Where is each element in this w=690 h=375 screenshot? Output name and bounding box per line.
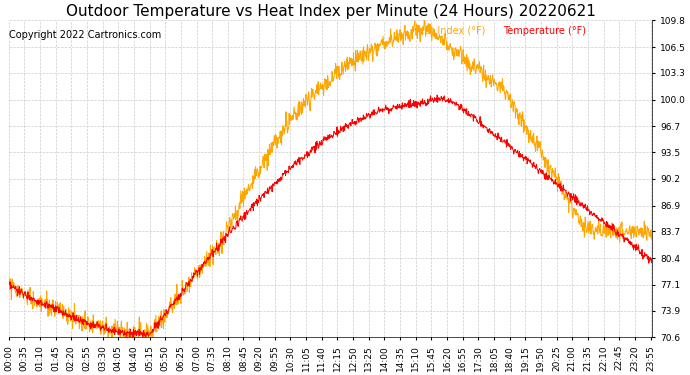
Title: Outdoor Temperature vs Heat Index per Minute (24 Hours) 20220621: Outdoor Temperature vs Heat Index per Mi… <box>66 4 595 19</box>
Temperature (°F) <box>220 238 228 243</box>
Heat Index (°F) <box>516 110 524 115</box>
Line: Heat Index (°F): Heat Index (°F) <box>9 20 652 338</box>
Heat Index (°F) <box>104 335 112 340</box>
Line: Temperature (°F): Temperature (°F) <box>9 95 652 338</box>
Temperature (°F) <box>132 333 141 338</box>
Temperature (°F) <box>433 93 442 97</box>
Temperature (°F) <box>431 97 440 101</box>
Temperature (°F) <box>573 202 581 207</box>
Temperature (°F) <box>516 155 524 159</box>
Heat Index (°F) <box>220 238 228 243</box>
Heat Index (°F) <box>148 330 157 334</box>
Heat Index (°F) <box>573 213 581 217</box>
Heat Index (°F) <box>432 31 440 35</box>
Temperature (°F) <box>5 280 13 284</box>
Heat Index (°F) <box>648 232 656 236</box>
Heat Index (°F) <box>420 18 428 22</box>
Temperature (°F) <box>648 256 656 261</box>
Temperature (°F) <box>126 335 134 340</box>
Legend: Heat Index (°F), Temperature (°F): Heat Index (°F), Temperature (°F) <box>394 22 589 40</box>
Heat Index (°F) <box>5 279 13 284</box>
Temperature (°F) <box>148 330 157 334</box>
Heat Index (°F) <box>132 330 141 335</box>
Text: Copyright 2022 Cartronics.com: Copyright 2022 Cartronics.com <box>9 30 161 40</box>
